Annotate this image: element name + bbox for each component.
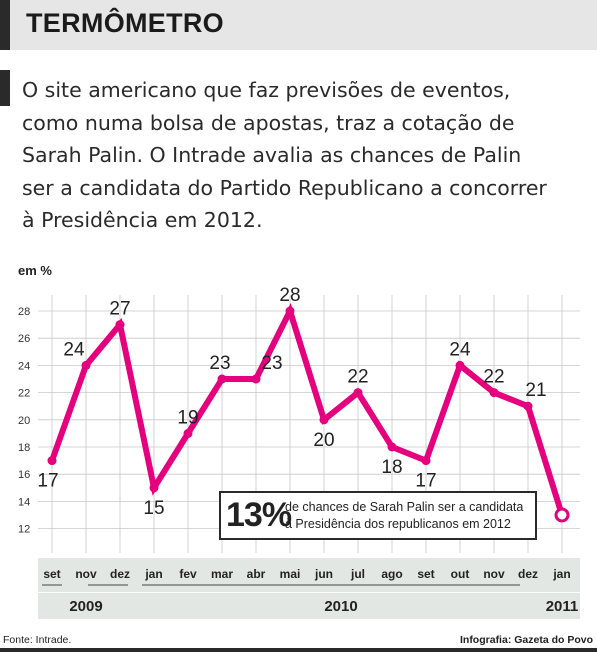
- x-tick-label: out: [451, 567, 470, 581]
- data-label: 24: [63, 339, 85, 360]
- y-tick-label: 14: [18, 496, 30, 508]
- intro-line: como numa bolsa de apostas, traz a cotaç…: [22, 110, 515, 135]
- data-point: [421, 456, 431, 466]
- y-tick-label: 16: [18, 469, 30, 481]
- intro-line: ser a candidata do Partido Republicano a…: [22, 175, 547, 200]
- x-tick-label: mar: [211, 567, 233, 581]
- data-label: 24: [449, 339, 471, 360]
- data-point: [554, 507, 570, 523]
- x-tick-label: jan: [552, 567, 570, 581]
- data-label: 22: [483, 367, 504, 388]
- x-tick-label: fev: [179, 567, 197, 581]
- x-tick-label: jun: [314, 567, 333, 581]
- x-tick-label: nov: [483, 567, 505, 581]
- data-point: [115, 320, 125, 330]
- callout-line-2: à Presidência dos republicanos em 2012: [285, 517, 511, 531]
- data-point: [387, 442, 397, 452]
- data-label: 28: [279, 285, 300, 306]
- callout-value: 13%: [226, 496, 292, 534]
- intro-text: O site americano que faz previsões de ev…: [22, 74, 592, 237]
- y-tick-label: 22: [18, 388, 30, 400]
- x-tick-label: mai: [280, 567, 301, 581]
- x-tick-label: nov: [75, 567, 97, 581]
- x-tick-label: jul: [350, 567, 365, 581]
- footer-rule: [0, 648, 597, 652]
- y-tick-label: 20: [18, 415, 30, 427]
- credit-note: Infografia: Gazeta do Povo: [459, 634, 593, 646]
- intro-line: Sarah Palin. O Intrade avalia as chances…: [22, 143, 522, 167]
- year-label: 2010: [324, 598, 357, 615]
- data-label: 15: [143, 498, 164, 519]
- data-point: [285, 306, 295, 316]
- x-tick-label: jan: [144, 567, 162, 581]
- x-tick-label: dez: [518, 567, 538, 581]
- y-axis-unit-label: em %: [18, 263, 52, 278]
- data-label: 21: [525, 380, 546, 401]
- data-label: 17: [37, 471, 58, 492]
- year-band: [38, 593, 580, 619]
- year-label: 2009: [69, 598, 102, 615]
- y-tick-label: 12: [18, 524, 30, 536]
- x-tick-label: abr: [247, 567, 266, 581]
- y-tick-label: 18: [18, 442, 30, 454]
- header-bar: TERMÔMETRO: [0, 0, 597, 50]
- x-tick-label: set: [417, 567, 434, 581]
- y-tick-label: 24: [18, 360, 30, 372]
- data-label: 17: [415, 471, 436, 492]
- data-point: [251, 374, 261, 384]
- y-tick-label: 26: [18, 333, 30, 345]
- x-tick-label: dez: [110, 567, 130, 581]
- year-label: 2011: [546, 598, 579, 615]
- data-point: [523, 401, 533, 411]
- data-point: [47, 456, 57, 466]
- data-label: 20: [313, 430, 334, 451]
- data-point: [489, 388, 499, 398]
- callout-line-1: de chances de Sarah Palin ser a candidat…: [285, 500, 524, 514]
- data-point: [81, 360, 91, 370]
- data-point: [455, 360, 465, 370]
- intro-line: O site americano que faz previsões de ev…: [22, 78, 511, 102]
- data-label: 27: [109, 299, 130, 320]
- data-label: 22: [347, 367, 368, 388]
- data-point: [319, 415, 329, 425]
- callout-description: de chances de Sarah Palin ser a candidat…: [285, 499, 535, 533]
- data-label: 23: [261, 353, 282, 374]
- page-title: TERMÔMETRO: [26, 8, 224, 38]
- data-point: [149, 483, 159, 493]
- data-point: [353, 388, 363, 398]
- data-label: 18: [381, 457, 402, 478]
- month-band: [38, 558, 580, 592]
- x-tick-label: set: [43, 567, 60, 581]
- y-tick-label: 28: [18, 306, 30, 318]
- data-label: 19: [177, 407, 198, 428]
- intro-line: à Presidência em 2012.: [22, 208, 263, 232]
- series-line: [49, 303, 565, 518]
- x-tick-label: ago: [381, 567, 402, 581]
- data-point: [217, 374, 227, 384]
- callout-box: 13% de chances de Sarah Palin ser a cand…: [219, 491, 537, 540]
- intro-accent-bar: [0, 70, 10, 106]
- data-point: [183, 428, 193, 438]
- source-note: Fonte: Intrade.: [3, 634, 72, 646]
- data-label: 23: [209, 353, 230, 374]
